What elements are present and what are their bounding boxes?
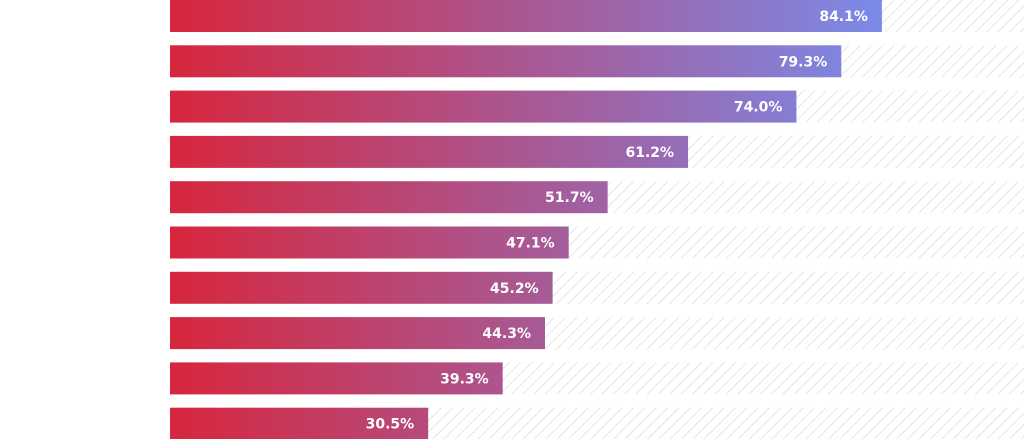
bar-value-label: 74.0%: [734, 100, 783, 116]
bar-group: 30.5%: [170, 407, 1024, 439]
bar-value-label: 39.3%: [440, 371, 489, 387]
bar-value-label: 44.3%: [482, 326, 531, 342]
bar-group: 45.2%: [170, 271, 1024, 304]
bar-group: 39.3%: [170, 362, 1024, 395]
bar-value-label: 61.2%: [625, 145, 674, 161]
bar: [170, 0, 882, 32]
bar-group: 74.0%: [170, 90, 1024, 123]
bar-value-label: 84.1%: [819, 9, 868, 25]
bar-value-label: 45.2%: [490, 281, 539, 297]
bar: [170, 362, 503, 395]
bar: [170, 90, 797, 123]
bar-group: 51.7%: [170, 181, 1024, 214]
bar-group: 44.3%: [170, 317, 1024, 350]
bar-value-label: 47.1%: [506, 236, 555, 252]
bar-group: 61.2%: [170, 135, 1024, 168]
bar: [170, 271, 553, 304]
bar-value-label: 30.5%: [366, 417, 415, 433]
bar: [170, 181, 608, 214]
bar-group: 84.1%: [170, 0, 1024, 32]
bar: [170, 45, 842, 78]
bar: [170, 226, 569, 259]
bar: [170, 135, 689, 168]
bar-group: 47.1%: [170, 226, 1024, 259]
bar-value-label: 79.3%: [779, 54, 828, 70]
bar: [170, 317, 545, 350]
bar-value-label: 51.7%: [545, 190, 594, 206]
bar-group: 79.3%: [170, 45, 1024, 78]
bar: [170, 407, 429, 439]
